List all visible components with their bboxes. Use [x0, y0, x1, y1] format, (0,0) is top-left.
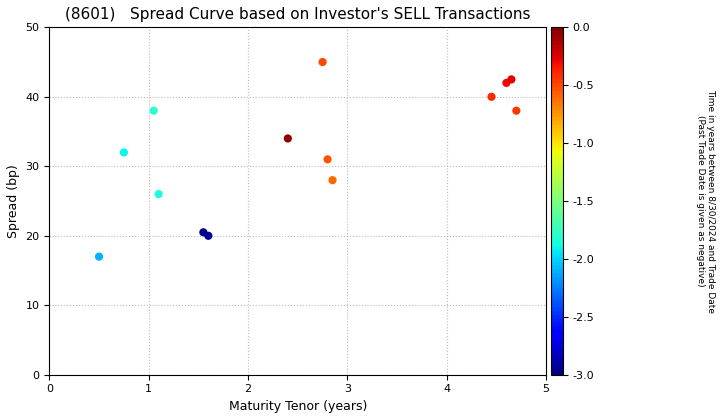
Title: (8601)   Spread Curve based on Investor's SELL Transactions: (8601) Spread Curve based on Investor's … — [65, 7, 531, 22]
Point — [118, 149, 130, 156]
Y-axis label: Time in years between 8/30/2024 and Trade Date
(Past Trade Date is given as nega: Time in years between 8/30/2024 and Trad… — [696, 89, 715, 313]
Point — [505, 76, 517, 83]
Point — [327, 177, 338, 184]
X-axis label: Maturity Tenor (years): Maturity Tenor (years) — [228, 400, 367, 413]
Point — [500, 79, 512, 86]
Point — [94, 253, 105, 260]
Point — [322, 156, 333, 163]
Point — [148, 108, 159, 114]
Point — [202, 232, 214, 239]
Y-axis label: Spread (bp): Spread (bp) — [7, 164, 20, 238]
Point — [197, 229, 209, 236]
Point — [282, 135, 294, 142]
Point — [153, 191, 164, 197]
Point — [486, 93, 498, 100]
Point — [510, 108, 522, 114]
Point — [317, 59, 328, 66]
